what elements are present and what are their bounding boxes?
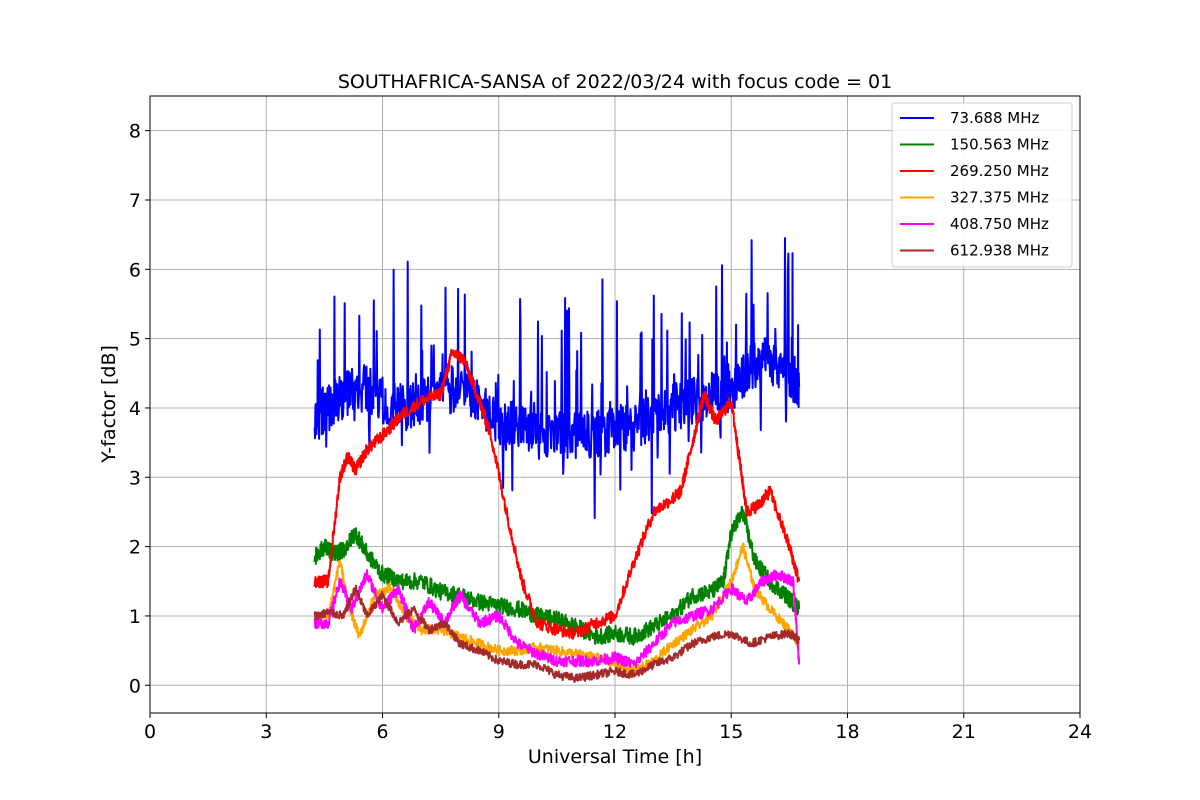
x-tick-label: 24: [1068, 721, 1092, 743]
series-line-1: [313, 505, 801, 646]
legend-label-4: 408.750 MHz: [950, 215, 1049, 233]
x-tick-label: 18: [835, 721, 859, 743]
x-axis-label: Universal Time [h]: [528, 746, 702, 768]
chart-title: SOUTHAFRICA-SANSA of 2022/03/24 with foc…: [338, 71, 892, 93]
x-tick-label: 0: [144, 721, 156, 743]
x-tick-label: 9: [493, 721, 505, 743]
y-tick-label: 1: [129, 606, 141, 628]
legend-label-1: 150.563 MHz: [950, 136, 1049, 154]
x-tick-label: 12: [603, 721, 627, 743]
x-tick-label: 21: [952, 721, 976, 743]
series-line-4: [313, 569, 801, 668]
y-tick-label: 0: [129, 675, 141, 697]
x-tick-label: 3: [260, 721, 272, 743]
data-series: [313, 237, 801, 683]
x-tick-label: 15: [719, 721, 743, 743]
series-line-5: [313, 584, 801, 683]
legend-label-2: 269.250 MHz: [950, 162, 1049, 180]
y-tick-label: 5: [129, 329, 141, 351]
legend: 73.688 MHz 150.563 MHz 269.250 MHz 327.375 …: [891, 102, 1073, 268]
grid: [149, 96, 1081, 713]
y-tick-label: 4: [129, 398, 141, 420]
y-tick-label: 6: [129, 259, 141, 281]
legend-label-3: 327.375 MHz: [950, 189, 1049, 207]
x-tick-label: 6: [376, 721, 388, 743]
y-tick-label: 3: [129, 467, 141, 489]
legend-label-5: 612.938 MHz: [950, 242, 1049, 260]
y-tick-label: 7: [129, 190, 141, 212]
series-line-3: [313, 542, 801, 676]
legend-box: [891, 102, 1073, 268]
y-tick-label: 2: [129, 537, 141, 559]
series-line-2: [313, 348, 801, 640]
y-axis-label: Y-factor [dB]: [98, 345, 120, 464]
y-tick-label: 8: [129, 121, 141, 143]
legend-label-0: 73.688 MHz: [950, 109, 1039, 127]
series-line-0: [313, 237, 801, 520]
